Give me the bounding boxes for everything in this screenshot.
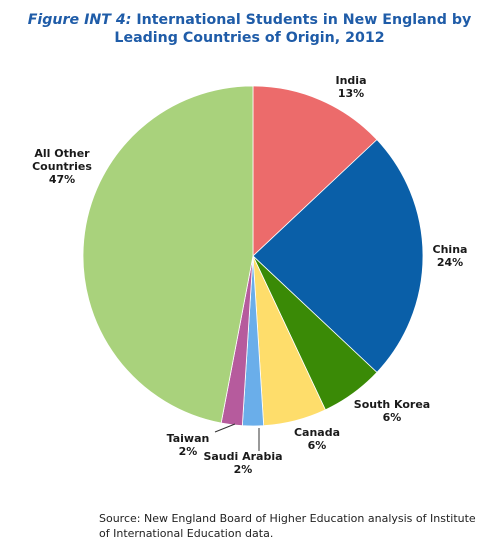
slice-value-label: 24% xyxy=(437,256,463,269)
slice-value-label: 2% xyxy=(234,463,253,476)
slice-value-label: 2% xyxy=(179,445,198,458)
pie-slice-india xyxy=(252,85,378,257)
slice-label-saudi-arabia: Saudi Arabia 2% xyxy=(203,450,282,476)
slice-name-label: India xyxy=(336,74,367,87)
slice-value-label: 13% xyxy=(338,87,364,100)
slice-label-china: China 24% xyxy=(433,243,468,269)
slice-name-label: Taiwan xyxy=(167,432,210,445)
slice-name-label: Saudi Arabia xyxy=(203,450,282,463)
leader-lines xyxy=(214,423,260,451)
slice-label-taiwan: Taiwan 2% xyxy=(167,432,210,458)
slice-name-label: All Other xyxy=(34,147,90,160)
slice-labels: India 13%China 24%South Korea 6%Canada 6%Sau… xyxy=(32,74,467,476)
slice-name-label: South Korea xyxy=(354,398,430,411)
pie-slice-china xyxy=(252,139,424,373)
source-note: Source: New England Board of Higher Educ… xyxy=(99,512,476,540)
title-line-1: International Students in New England by xyxy=(136,12,472,28)
slice-label-all-other-countries: All Other Countries 47% xyxy=(32,147,92,186)
slice-name-label: Countries xyxy=(32,160,92,173)
slice-label-india: India 13% xyxy=(336,74,367,100)
slice-label-south-korea: South Korea 6% xyxy=(354,398,430,424)
slice-value-label: 6% xyxy=(308,439,327,452)
slice-value-label: 47% xyxy=(49,173,75,186)
figure-number: Figure INT 4: xyxy=(27,12,132,28)
slice-label-canada: Canada 6% xyxy=(294,426,340,452)
slice-name-label: Canada xyxy=(294,426,340,439)
leader-line-taiwan xyxy=(214,423,236,433)
pie-chart: India 13%China 24%South Korea 6%Canada 6%Sau… xyxy=(32,74,467,476)
slice-value-label: 6% xyxy=(383,411,402,424)
chart-title: Figure INT 4: International Students in … xyxy=(0,11,499,47)
slice-name-label: China xyxy=(433,243,468,256)
pie-slice-all-other-countries xyxy=(82,85,254,424)
title-line-2: Leading Countries of Origin, 2012 xyxy=(114,30,385,46)
pie-slices xyxy=(82,85,424,427)
